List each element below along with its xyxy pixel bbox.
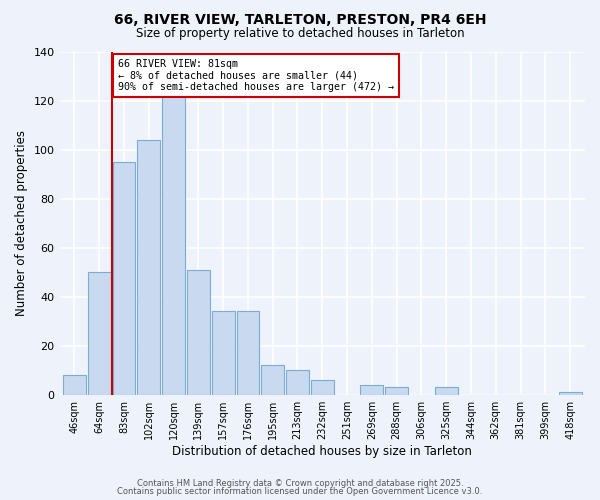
Bar xyxy=(261,366,284,394)
Bar xyxy=(187,270,210,394)
Text: Contains public sector information licensed under the Open Government Licence v3: Contains public sector information licen… xyxy=(118,487,482,496)
Y-axis label: Number of detached properties: Number of detached properties xyxy=(15,130,28,316)
Bar xyxy=(236,312,259,394)
Text: 66 RIVER VIEW: 81sqm
← 8% of detached houses are smaller (44)
90% of semi-detach: 66 RIVER VIEW: 81sqm ← 8% of detached ho… xyxy=(118,59,394,92)
Bar xyxy=(385,388,408,394)
X-axis label: Distribution of detached houses by size in Tarleton: Distribution of detached houses by size … xyxy=(172,444,472,458)
Bar xyxy=(137,140,160,394)
Bar xyxy=(113,162,136,394)
Bar xyxy=(361,385,383,394)
Text: 66, RIVER VIEW, TARLETON, PRESTON, PR4 6EH: 66, RIVER VIEW, TARLETON, PRESTON, PR4 6… xyxy=(114,12,486,26)
Bar xyxy=(88,272,110,394)
Bar xyxy=(311,380,334,394)
Text: Contains HM Land Registry data © Crown copyright and database right 2025.: Contains HM Land Registry data © Crown c… xyxy=(137,478,463,488)
Bar xyxy=(559,392,581,394)
Bar xyxy=(435,388,458,394)
Bar xyxy=(212,312,235,394)
Bar xyxy=(162,66,185,394)
Bar xyxy=(286,370,309,394)
Bar xyxy=(63,375,86,394)
Text: Size of property relative to detached houses in Tarleton: Size of property relative to detached ho… xyxy=(136,28,464,40)
